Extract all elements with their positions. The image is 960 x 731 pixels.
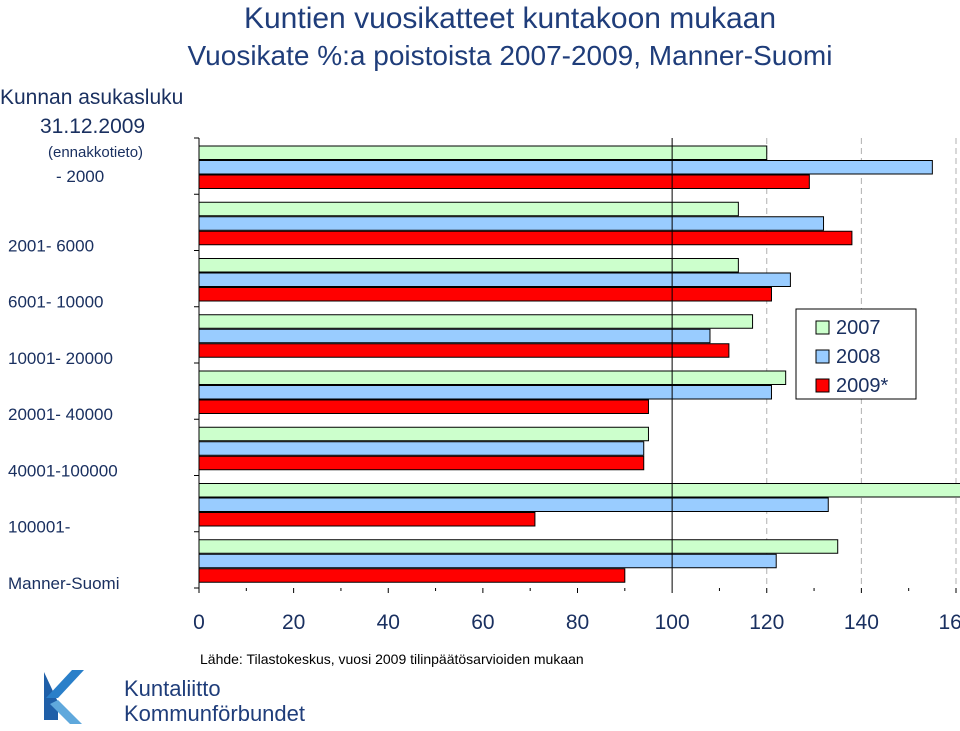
logo-mark-icon — [44, 670, 84, 724]
bar-2009-4 — [198, 399, 649, 414]
bar-2009-6 — [198, 512, 536, 527]
category-label: - 2000 — [56, 167, 104, 186]
legend-swatch — [815, 378, 830, 393]
bar-2007-4 — [198, 370, 787, 385]
bar-2008-4 — [198, 385, 772, 400]
bar-2008-2 — [198, 272, 791, 287]
category-label: 100001- — [8, 518, 70, 537]
bar-2007-7 — [198, 539, 839, 554]
bar-2008-6 — [198, 497, 829, 512]
category-label: 10001- 20000 — [8, 349, 113, 368]
bar-2008-1 — [198, 216, 825, 231]
bar-2007-0 — [198, 145, 768, 160]
source-note: Lähde: Tilastokeskus, vuosi 2009 tilinpä… — [200, 651, 584, 667]
y-axis-title: Kunnan asukasluku — [0, 86, 184, 109]
x-tick-label: 80 — [566, 611, 589, 634]
kuntaliitto-logo: Kuntaliitto Kommunförbundet — [36, 668, 305, 728]
bar-2008-7 — [198, 553, 777, 569]
bar-2009-3 — [198, 343, 730, 358]
bar-2008-5 — [198, 441, 645, 456]
category-label: 20001- 40000 — [8, 405, 113, 424]
chart-title: Kuntien vuosikatteet kuntakoon mukaan — [243, 2, 777, 35]
logo-line2: Kommunförbundet — [124, 701, 305, 726]
category-label: 2001- 6000 — [8, 236, 94, 255]
bar-2007-3 — [198, 314, 754, 329]
bar-2007-5 — [198, 426, 649, 442]
x-tick-label: 40 — [377, 611, 400, 634]
bar-2009-7 — [198, 568, 626, 583]
bar-2008-3 — [198, 328, 711, 344]
logo-line1: Kuntaliitto — [124, 676, 221, 701]
legend-label: 2008 — [836, 346, 881, 368]
category-label: 40001-100000 — [8, 461, 118, 480]
x-tick-label: 60 — [471, 611, 494, 634]
legend-swatch — [815, 349, 830, 364]
legend-label: 2009* — [836, 375, 888, 397]
bar-2009-0 — [198, 174, 810, 189]
x-tick-label: 120 — [749, 611, 784, 634]
bar-2007-6 — [198, 483, 960, 498]
bar-chart: 0 20 40 60 80 100 120 140 160 - 2000 2001- 6000 600… — [8, 137, 960, 634]
x-tick-label: 160 — [938, 611, 960, 634]
chart-subtitle: Vuosikate %:a poistoista 2007-2009, Mann… — [187, 40, 833, 71]
bar-2009-5 — [198, 455, 645, 471]
x-tick-label: 0 — [193, 611, 205, 634]
legend-swatch — [815, 320, 830, 335]
bar-2008-0 — [198, 160, 933, 175]
category-label: Manner-Suomi — [8, 574, 120, 593]
x-tick-label: 140 — [844, 611, 879, 634]
legend-label: 2007 — [836, 317, 881, 339]
bar-2009-2 — [198, 287, 772, 302]
y-axis-note: (ennakkotieto) — [48, 144, 144, 161]
bar-2007-1 — [198, 201, 739, 217]
y-axis-title-date: 31.12.2009 — [40, 115, 146, 138]
legend: 2007 2008 2009* — [795, 308, 917, 400]
bar-2007-2 — [198, 258, 739, 273]
category-label: 6001- 10000 — [8, 293, 103, 312]
x-tick-label: 20 — [282, 611, 305, 634]
bar-2009-1 — [198, 230, 853, 246]
x-tick-label: 100 — [655, 611, 690, 634]
